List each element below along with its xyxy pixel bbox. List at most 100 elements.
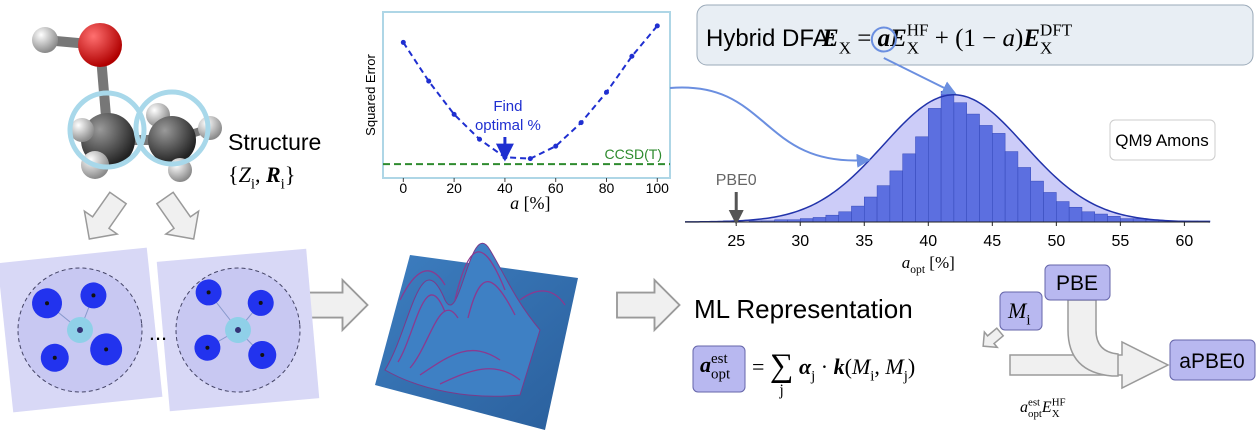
- molecule: [32, 23, 222, 182]
- legend-label: QM9 Amons: [1115, 131, 1209, 150]
- pbe-box: [1044, 264, 1111, 301]
- hybrid-formula: E: [821, 25, 839, 52]
- histogram-bar: [1043, 192, 1057, 223]
- histogram-bar: [838, 211, 852, 223]
- hybrid-formula: a: [878, 25, 891, 52]
- histogram-bar: [889, 170, 903, 223]
- kernel: ∑: [770, 348, 794, 384]
- kernel: ,: [874, 354, 885, 379]
- structure-notation: }: [285, 162, 296, 187]
- x-axis-label: opt: [910, 263, 926, 276]
- error-point: [553, 143, 559, 149]
- hybrid-box: [696, 4, 1254, 66]
- chart-frame: [382, 11, 671, 179]
- target: a: [700, 352, 711, 377]
- target-box: [692, 345, 746, 393]
- kernel: k: [834, 354, 845, 379]
- kernel: α: [793, 354, 812, 379]
- histogram-bar: [1056, 201, 1070, 223]
- error-point: [477, 136, 483, 142]
- target: opt: [711, 367, 731, 383]
- hybrid-formula: =: [851, 25, 878, 52]
- x-tick-label: 45: [983, 233, 1001, 250]
- histogram-bar: [1017, 167, 1031, 223]
- kernel: j: [810, 369, 815, 385]
- x-tick-label: 25: [727, 233, 745, 250]
- highlight: [870, 26, 897, 53]
- histogram-bar: [812, 217, 827, 223]
- fit-curve: [684, 94, 1211, 223]
- error-point: [578, 120, 584, 126]
- descriptor: M: [1007, 298, 1028, 323]
- histogram-bar: [1030, 180, 1044, 223]
- x-tick-label: 0: [399, 180, 407, 196]
- histogram-bar: [1068, 206, 1083, 223]
- kernel: i: [870, 369, 874, 385]
- hybrid-formula: E: [1022, 25, 1040, 52]
- hybrid-formula: X: [839, 39, 851, 58]
- histogram-bar: [902, 153, 916, 223]
- connector: [883, 57, 957, 95]
- representation-tile: [156, 248, 320, 412]
- arrow: [83, 191, 128, 240]
- kernel: ·: [815, 354, 833, 379]
- structure-notation: {: [228, 162, 239, 187]
- x-axis-label: [%]: [519, 193, 550, 213]
- structure-label: Structure: [228, 129, 321, 155]
- structure-notation: Z: [239, 162, 252, 187]
- x-tick-label: 60: [1175, 233, 1193, 250]
- error-point: [604, 89, 610, 95]
- kernel: =: [752, 354, 770, 379]
- x-tick-label: 40: [497, 180, 513, 196]
- structure-notation: i: [251, 177, 255, 193]
- hybrid-formula: X: [1040, 39, 1052, 58]
- histogram-bar: [1004, 151, 1019, 223]
- kernel: j: [903, 369, 908, 385]
- structure-notation: ,: [255, 162, 266, 187]
- structure-notation: i: [281, 177, 285, 193]
- x-tick-label: 55: [1111, 233, 1129, 250]
- kernel: (: [845, 354, 852, 379]
- histogram-bar: [992, 133, 1006, 223]
- arrow: [616, 277, 681, 333]
- error-point: [426, 78, 432, 84]
- histogram-bar: [966, 113, 980, 223]
- histogram-bar: [940, 91, 955, 223]
- ml-label: ML Representation: [694, 294, 913, 324]
- histogram-bar: [1094, 213, 1108, 223]
- hybrid-formula: a: [1003, 25, 1016, 52]
- apbe0-label: aPBE0: [1179, 350, 1244, 373]
- transfer-label: a: [1020, 399, 1028, 416]
- reference-label: CCSD(T): [604, 146, 662, 162]
- representation-tile: [0, 247, 163, 413]
- pbe-label: PBE: [1056, 272, 1098, 295]
- arrow: [304, 277, 369, 333]
- histogram-bar: [915, 136, 929, 223]
- error-point: [629, 53, 635, 59]
- kernel: M: [851, 354, 872, 379]
- histogram-bar: [979, 125, 993, 223]
- x-tick-label: 30: [791, 233, 809, 250]
- x-tick-label: 50: [1047, 233, 1065, 250]
- transfer-label: HF: [1052, 396, 1066, 408]
- transfer-label: X: [1052, 408, 1060, 420]
- hybrid-label: Hybrid DFA:: [706, 25, 835, 52]
- x-tick-label: 40: [919, 233, 937, 250]
- arrow: [155, 191, 200, 240]
- x-axis-label: a: [510, 193, 519, 213]
- histogram-bar: [953, 102, 967, 223]
- connector: [669, 86, 871, 168]
- transfer-label: est: [1028, 396, 1040, 408]
- arrow: [982, 327, 1005, 349]
- arrow: [1067, 299, 1119, 377]
- histogram-bar: [851, 205, 865, 223]
- histogram-bar: [876, 185, 891, 223]
- annotation: PBE0: [716, 172, 757, 189]
- error-point: [654, 23, 660, 29]
- transfer-label: opt: [1028, 408, 1042, 420]
- histogram-bar: [928, 108, 942, 223]
- x-tick-label: 60: [548, 180, 564, 196]
- descriptor: i: [1026, 313, 1030, 329]
- x-tick-label: 20: [446, 180, 462, 196]
